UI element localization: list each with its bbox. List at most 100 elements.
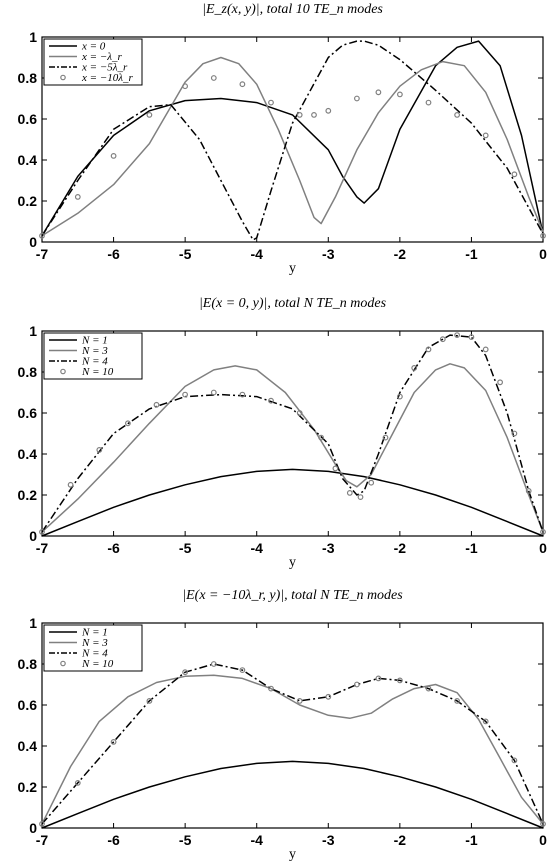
data-point — [397, 677, 403, 684]
data-point — [210, 75, 217, 81]
data-point — [74, 193, 81, 200]
data-point — [182, 669, 189, 676]
data-point — [110, 152, 117, 159]
data-point — [397, 91, 403, 98]
x-tick-label: -3 — [322, 246, 335, 262]
data-point — [124, 420, 131, 427]
data-point — [354, 95, 360, 102]
x-tick-label: -3 — [322, 832, 335, 848]
series-3 — [41, 40, 544, 241]
data-point — [354, 681, 360, 688]
y-tick-label: 0 — [29, 528, 37, 544]
data-point — [511, 430, 518, 437]
legend: x = 0x = −λ_rx = −5λ_rx = −10λ_r — [43, 38, 143, 86]
series-4 — [39, 75, 546, 239]
legend-label: N = 4 — [81, 356, 108, 368]
data-point — [239, 667, 246, 673]
data-point — [110, 739, 117, 745]
data-point — [368, 479, 375, 486]
y-tick-label: 0.4 — [18, 446, 38, 462]
data-point — [497, 379, 504, 386]
x-tick-label: -1 — [465, 540, 478, 556]
data-point — [468, 334, 475, 341]
series-4 — [39, 661, 546, 827]
x-tick-label: -5 — [179, 540, 192, 556]
y-tick-label: 0.6 — [18, 697, 38, 713]
data-point — [153, 401, 160, 408]
data-point — [382, 434, 389, 441]
data-point — [296, 698, 303, 704]
data-point — [296, 111, 303, 118]
plot-frame — [41, 622, 544, 829]
data-point — [67, 481, 74, 488]
data-point — [425, 346, 432, 353]
data-point — [268, 397, 274, 404]
data-point — [210, 389, 217, 396]
series-line — [41, 40, 544, 237]
data-point — [375, 89, 382, 96]
y-tick-label: 0.2 — [18, 487, 38, 503]
x-tick-label: -4 — [250, 540, 263, 556]
chart-title: |E(x = −10λ_r, y)|, total N TE_n modes — [182, 588, 403, 603]
legend-label: x = −10λ_r — [81, 72, 133, 84]
data-point — [96, 447, 103, 453]
series-4 — [39, 332, 546, 535]
chart-panel-3: |E(x = −10λ_r, y)|, total N TE_n modes -7… — [18, 588, 548, 862]
legend-label: x = −λ_r — [81, 51, 122, 63]
data-point — [210, 661, 217, 667]
x-tick-label: 0 — [539, 540, 547, 556]
data-point — [482, 346, 489, 353]
data-point — [375, 675, 382, 682]
data-point — [511, 171, 518, 178]
data-point — [482, 132, 489, 139]
y-tick-label: 0.4 — [18, 152, 38, 168]
series-line — [41, 334, 544, 533]
data-point — [325, 693, 332, 700]
x-tick-label: -2 — [394, 832, 407, 848]
data-point — [346, 490, 353, 496]
data-point — [454, 332, 461, 339]
y-tick-label: 0.2 — [18, 779, 38, 795]
legend: N = 1N = 3N = 4N = 10 — [43, 624, 143, 672]
series-line — [41, 468, 544, 537]
legend-marker — [60, 368, 66, 375]
y-tick-label: 0.8 — [18, 364, 38, 380]
x-tick-label: -7 — [36, 246, 49, 262]
x-tick-label: -6 — [107, 832, 120, 848]
x-axis-label: y — [289, 261, 296, 276]
x-axis-label: y — [289, 555, 296, 570]
y-tick-label: 0.6 — [18, 111, 38, 127]
series-1 — [41, 40, 544, 237]
data-point — [357, 494, 364, 501]
data-point — [525, 488, 532, 494]
series-1 — [41, 760, 544, 829]
x-tick-label: -2 — [394, 246, 407, 262]
chart-panel-1: |E_z(x, y)|, total 10 TE_n modes -7 -6 -5 -4… — [18, 2, 548, 276]
legend-label: N = 1 — [81, 627, 108, 639]
legend-label: N = 1 — [81, 335, 108, 347]
data-point — [146, 111, 153, 118]
data-point — [425, 99, 432, 106]
x-tick-label: -5 — [179, 246, 192, 262]
legend: N = 1N = 3N = 4N = 10 — [43, 332, 143, 380]
data-point — [411, 365, 418, 371]
series-2 — [41, 56, 544, 237]
series-line — [41, 56, 544, 237]
series-3 — [41, 663, 544, 825]
y-tick-label: 0 — [29, 820, 37, 836]
data-point — [540, 232, 546, 239]
legend-label: N = 10 — [81, 366, 114, 378]
legend-label: N = 4 — [81, 648, 108, 660]
x-tick-label: -2 — [394, 540, 407, 556]
data-point — [311, 111, 317, 118]
legend-label: N = 3 — [81, 345, 108, 357]
data-point — [182, 83, 189, 90]
data-point — [454, 698, 461, 704]
data-point — [425, 685, 432, 692]
y-tick-label: 1 — [29, 615, 37, 631]
legend-label: x = 0 — [81, 41, 106, 53]
x-tick-label: -1 — [465, 832, 478, 848]
y-tick-label: 0 — [29, 234, 37, 250]
chart-panel-2: |E(x = 0, y)|, total N TE_n modes -7 -6 -5 -… — [18, 296, 548, 570]
x-tick-label: -7 — [36, 540, 49, 556]
